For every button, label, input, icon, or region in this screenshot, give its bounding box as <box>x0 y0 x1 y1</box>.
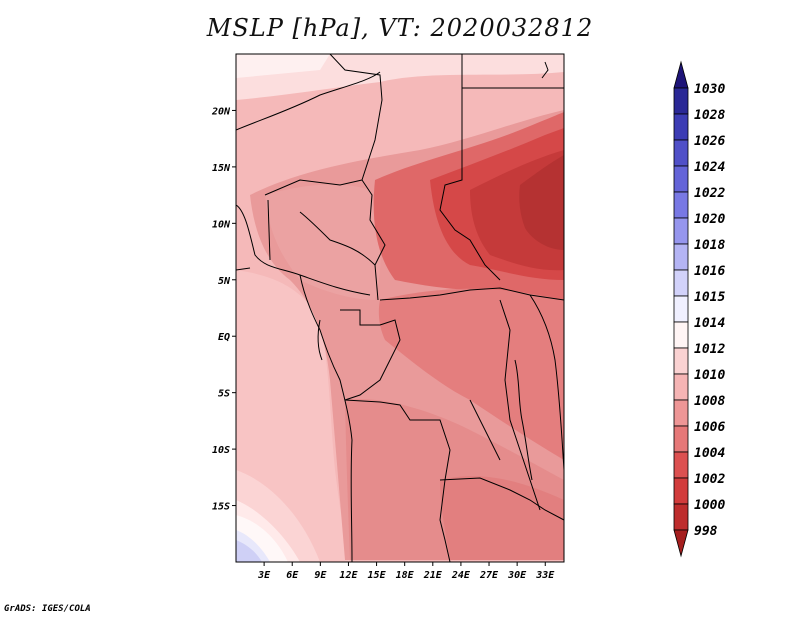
footer-credit: GrADS: IGES/COLA <box>4 604 91 614</box>
lon-tick-label: 27E <box>479 570 499 581</box>
colorbar-label: 1008 <box>694 394 725 409</box>
colorbar-cell <box>673 113 689 141</box>
lat-tick-label: 5N <box>218 276 231 287</box>
lon-tick-label: 21E <box>423 570 443 581</box>
colorbar-label: 1030 <box>694 82 725 97</box>
colorbar: 1030 1028 1026 1024 1022 1020 1018 1016 1015 1014… <box>673 60 725 558</box>
lon-tick-label: 3E <box>257 570 271 581</box>
colorbar-label: 1022 <box>694 186 725 201</box>
colorbar-cell <box>673 503 689 531</box>
colorbar-cell <box>673 295 689 323</box>
colorbar-label: 1026 <box>694 134 725 149</box>
colorbar-label: 1000 <box>694 498 725 513</box>
lat-tick-label: EQ <box>218 332 230 343</box>
colorbar-label: 1002 <box>694 472 725 487</box>
lon-tick-label: 24E <box>451 570 471 581</box>
lat-tick-label: 15S <box>212 502 230 513</box>
colorbar-cell <box>673 477 689 505</box>
lat-tick-label: 20N <box>211 106 231 117</box>
lon-tick-label: 18E <box>396 570 415 581</box>
colorbar-cell <box>673 321 689 349</box>
colorbar-label: 1006 <box>694 420 725 435</box>
colorbar-cell <box>673 87 689 115</box>
colorbar-cell <box>673 451 689 479</box>
colorbar-label: 1012 <box>694 342 725 357</box>
chart-title: MSLP [hPa], VT: 2020032812 <box>206 14 594 42</box>
lat-tick-label: 15N <box>212 163 231 174</box>
map-frame <box>235 53 565 563</box>
colorbar-cell <box>673 217 689 245</box>
borders <box>236 54 564 562</box>
latitude-axis: 20N 15N 10N 5N EQ 5S 10S 15S <box>211 106 236 513</box>
lon-tick-label: 30E <box>507 570 527 581</box>
lon-tick-label: 15E <box>368 570 387 581</box>
colorbar-cell <box>673 373 689 401</box>
colorbar-cell <box>673 399 689 427</box>
lat-tick-label: 10S <box>212 445 230 456</box>
colorbar-label: 1020 <box>694 212 725 227</box>
colorbar-label: 1004 <box>694 446 725 461</box>
colorbar-label: 1024 <box>694 160 725 175</box>
colorbar-label: 1018 <box>694 238 725 253</box>
colorbar-cell <box>673 165 689 193</box>
colorbar-cell <box>673 347 689 375</box>
colorbar-cap-bottom <box>673 529 689 558</box>
lon-tick-label: 33E <box>535 570 555 581</box>
colorbar-label: 1028 <box>694 108 725 123</box>
lon-tick-label: 6E <box>286 570 299 581</box>
colorbar-cell <box>673 425 689 453</box>
lat-tick-label: 5S <box>218 389 230 400</box>
colorbar-label: 998 <box>694 524 718 539</box>
lon-tick-label: 9E <box>314 570 327 581</box>
colorbar-cell <box>673 243 689 271</box>
lon-tick-label: 12E <box>339 570 358 581</box>
colorbar-cell <box>673 269 689 297</box>
pressure-field <box>236 54 564 562</box>
colorbar-cap-top <box>673 60 689 89</box>
colorbar-label: 1010 <box>694 368 725 383</box>
colorbar-label: 1016 <box>694 264 725 279</box>
colorbar-label: 1015 <box>694 290 725 305</box>
colorbar-label: 1014 <box>694 316 725 331</box>
lat-tick-label: 10N <box>212 219 231 230</box>
colorbar-cell <box>673 139 689 167</box>
colorbar-cell <box>673 191 689 219</box>
longitude-axis: 3E 6E 9E 12E 15E 18E 21E 24E 27E 30E 33E <box>257 562 555 581</box>
